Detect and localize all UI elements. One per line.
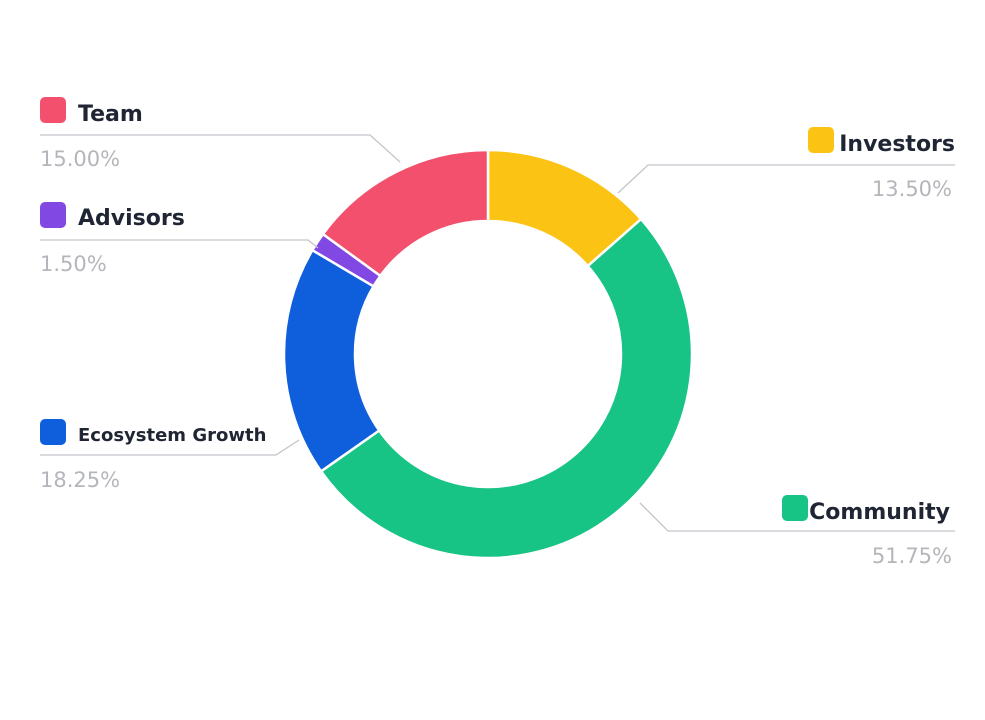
legend-swatch-community [782, 495, 808, 521]
slice-label-investors: Investors [839, 132, 955, 157]
leader-line-ecosystem-growth [40, 439, 300, 456]
slice-label-advisors: Advisors [78, 206, 185, 231]
leader-line-community [639, 502, 955, 532]
legend-item-community: Community 51.75% [782, 495, 952, 568]
leader-lines [40, 134, 955, 532]
legend-item-team: Team 15.00% [40, 97, 143, 171]
leader-line-team [40, 134, 401, 163]
slice-value-investors: 13.50% [872, 177, 952, 201]
slice-value-advisors: 1.50% [40, 252, 107, 276]
leader-line-advisors [40, 239, 319, 249]
slice-value-team: 15.00% [40, 147, 120, 171]
donut-slices [282, 148, 694, 560]
legend-item-ecosystem-growth: Ecosystem Growth 18.25% [40, 419, 266, 492]
legend-item-advisors: Advisors 1.50% [40, 202, 185, 276]
slice-label-community: Community [809, 500, 950, 525]
slice-label-team: Team [78, 102, 143, 127]
legend-swatch-ecosystem-growth [40, 419, 66, 445]
donut-slice-community [319, 217, 694, 560]
legend-swatch-investors [808, 127, 834, 153]
donut-slice-ecosystem-growth [282, 248, 381, 473]
leader-line-investors [617, 164, 955, 194]
legend-swatch-advisors [40, 202, 66, 228]
donut-slice-team [321, 148, 490, 278]
legend-swatch-team [40, 97, 66, 123]
slice-label-ecosystem-growth: Ecosystem Growth [78, 425, 266, 446]
slice-value-ecosystem-growth: 18.25% [40, 468, 120, 492]
slice-value-community: 51.75% [872, 544, 952, 568]
legend-item-investors: Investors 13.50% [808, 127, 955, 201]
